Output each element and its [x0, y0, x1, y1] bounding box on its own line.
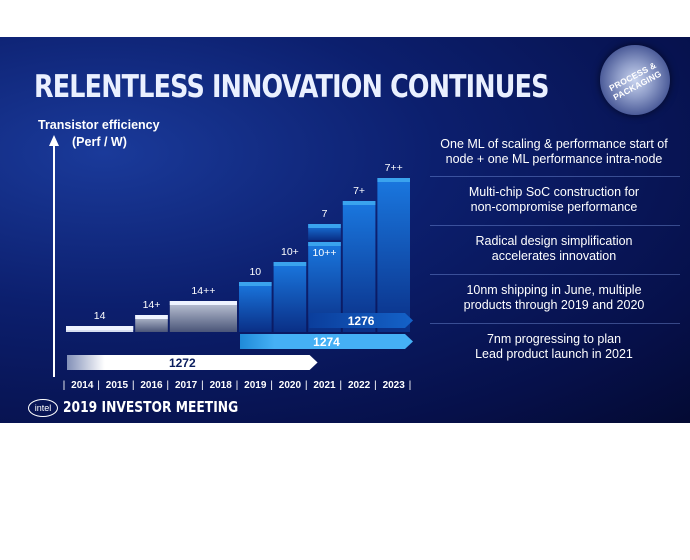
- bar-7pp: [377, 178, 410, 332]
- bar-label-10pp: 10++: [313, 247, 337, 259]
- tick-separator: |: [63, 379, 66, 391]
- note-simplification-line1: Radical design simplification: [475, 234, 633, 248]
- tick-separator: |: [97, 379, 100, 391]
- bar-cap-10: [239, 282, 272, 286]
- bar-label-10p: 10+: [281, 246, 299, 258]
- bar-cap-7p: [342, 201, 376, 205]
- bar-7p: [342, 201, 376, 332]
- process-arrow-1274: [240, 334, 413, 349]
- tick-separator: |: [166, 379, 169, 391]
- bar-10: [239, 282, 272, 332]
- bar-cap-10p: [273, 262, 307, 266]
- process-packaging-badge: PROCESS & PACKAGING: [600, 45, 670, 115]
- tick-label-2018: 2018: [210, 380, 233, 391]
- intel-logo: intel: [28, 399, 58, 417]
- note-simplification-line2: accelerates innovation: [491, 249, 617, 263]
- bar-label-7: 7: [322, 208, 328, 220]
- bar-cap-14p: [135, 315, 168, 319]
- tick-separator: |: [201, 379, 204, 391]
- slide: RELENTLESS INNOVATION CONTINUES PROCESS …: [0, 37, 690, 423]
- note-7nm: 7nm progressing to plan Lead product lau…: [418, 332, 690, 362]
- note-divider: [430, 323, 680, 324]
- bar-10p: [273, 262, 307, 332]
- tick-label-2016: 2016: [140, 380, 163, 391]
- note-10nm: 10nm shipping in June, multiple products…: [418, 283, 690, 313]
- tick-label-2020: 2020: [279, 380, 302, 391]
- tick-separator: |: [409, 379, 412, 391]
- tick-label-2022: 2022: [348, 380, 371, 391]
- tick-separator: |: [374, 379, 377, 391]
- bar-cap-14: [66, 326, 134, 330]
- slide-title: RELENTLESS INNOVATION CONTINUES: [34, 69, 549, 105]
- process-label-1274: 1274: [313, 335, 340, 349]
- bar-cap-14pp: [169, 301, 237, 305]
- note-divider: [430, 274, 680, 275]
- tick-label-2021: 2021: [313, 380, 336, 391]
- note-scaling-line1: One ML of scaling & performance start of: [440, 137, 668, 151]
- bar-14pp: [169, 301, 237, 332]
- bar-label-14p: 14+: [143, 299, 161, 311]
- note-10nm-line1: 10nm shipping in June, multiple: [466, 283, 642, 297]
- note-7nm-line2: Lead product launch in 2021: [475, 347, 633, 361]
- tick-separator: |: [236, 379, 239, 391]
- bar-label-14: 14: [94, 310, 106, 322]
- note-multichip: Multi-chip SoC construction for non-comp…: [418, 185, 690, 215]
- note-multichip-line1: Multi-chip SoC construction for: [468, 185, 640, 199]
- bar-cap-7pp: [377, 178, 410, 182]
- bar-label-7p: 7+: [353, 185, 365, 197]
- process-label-1276: 1276: [348, 314, 375, 328]
- tick-separator: |: [132, 379, 135, 391]
- note-divider: [430, 225, 680, 226]
- process-arrow-1272: [67, 355, 318, 370]
- y-axis-arrowhead: [49, 135, 59, 146]
- bar-label-10: 10: [249, 266, 261, 278]
- note-divider: [430, 176, 680, 177]
- tick-label-2015: 2015: [106, 380, 129, 391]
- process-arrow-1276: [309, 313, 413, 328]
- bar-label-7pp: 7++: [385, 162, 403, 174]
- y-axis-label-line2: (Perf / W): [72, 135, 127, 149]
- note-simplification: Radical design simplification accelerate…: [418, 234, 690, 264]
- footer-event-title: 2019 INVESTOR MEETING: [63, 398, 239, 416]
- note-7nm-line1: 7nm progressing to plan: [486, 332, 622, 346]
- note-scaling: One ML of scaling & performance start of…: [418, 137, 690, 167]
- y-axis-label-line1: Transistor efficiency: [38, 118, 160, 132]
- bar-label-14pp: 14++: [191, 285, 215, 297]
- bar-cap-10pp: [308, 242, 341, 246]
- tick-label-2023: 2023: [383, 380, 406, 391]
- tick-separator: |: [270, 379, 273, 391]
- tick-label-2014: 2014: [71, 380, 94, 391]
- process-label-1272: 1272: [169, 356, 196, 370]
- bar-14p: [135, 315, 168, 332]
- note-scaling-line2: node + one ML performance intra-node: [445, 152, 663, 166]
- tick-label-2019: 2019: [244, 380, 267, 391]
- bar-cap-7: [308, 224, 341, 228]
- note-multichip-line2: non-compromise performance: [470, 200, 638, 214]
- note-10nm-line2: products through 2019 and 2020: [463, 298, 645, 312]
- tick-label-2017: 2017: [175, 380, 198, 391]
- tick-separator: |: [305, 379, 308, 391]
- tick-separator: |: [339, 379, 342, 391]
